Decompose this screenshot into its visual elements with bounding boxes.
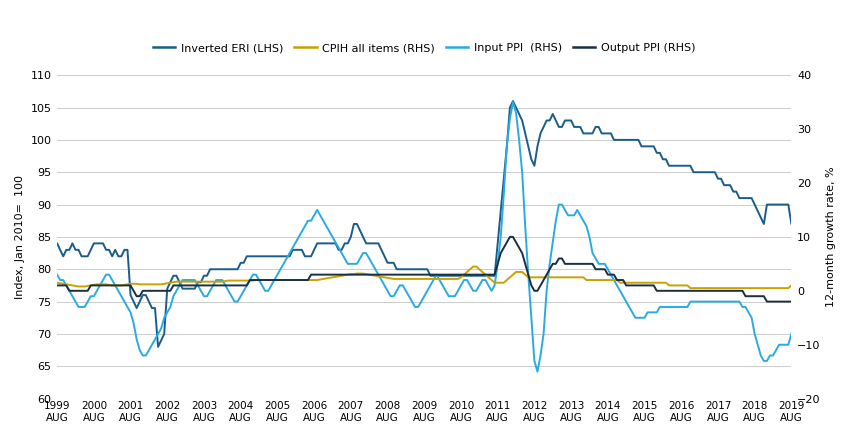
Legend: Inverted ERI (LHS), CPIH all items (RHS), Input PPI  (RHS), Output PPI (RHS): Inverted ERI (LHS), CPIH all items (RHS)… <box>149 39 700 57</box>
Y-axis label: 12-month growth rate, %: 12-month growth rate, % <box>826 166 836 307</box>
Y-axis label: Index, Jan 2010=  100: Index, Jan 2010= 100 <box>15 175 25 299</box>
